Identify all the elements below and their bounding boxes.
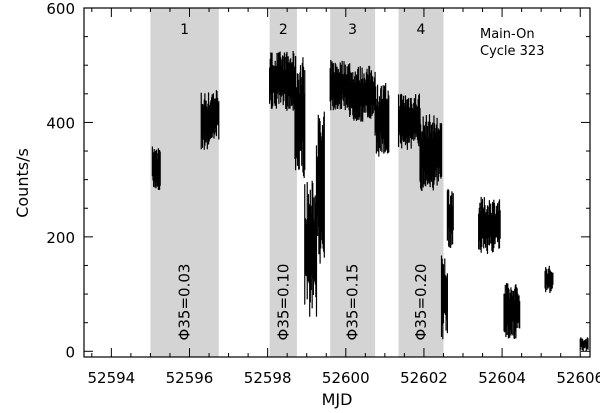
x-tick-label: 52596 [166, 369, 214, 387]
axes: 52594 52596 52598 52600 52602 52604 52606 0 200 4… [46, 0, 600, 387]
phase-label: Φ35=0.03 [176, 264, 194, 341]
y-tick-label: 600 [46, 0, 75, 18]
phase-label: Φ35=0.20 [412, 264, 430, 341]
phase-label: Φ35=0.10 [274, 264, 292, 341]
data-points [151, 51, 589, 352]
annotation-line-1: Main-On [480, 27, 535, 42]
shaded-intervals: 1 Φ35=0.03 2 Φ35=0.10 3 Φ35=0.15 4 Φ35=0.20 [150, 8, 444, 357]
shaded-interval [330, 8, 376, 357]
y-tick-label: 200 [46, 229, 75, 247]
x-tick-label: 52594 [87, 369, 135, 387]
y-axis-label: Counts/s [13, 148, 32, 218]
x-tick-label: 52600 [322, 369, 370, 387]
plot-frame [83, 7, 591, 358]
annotation-line-2: Cycle 323 [480, 44, 544, 59]
x-tick-label: 52602 [400, 369, 448, 387]
interval-number: 1 [180, 22, 189, 38]
y-tick-label: 0 [65, 343, 75, 361]
y-tick-label: 400 [46, 114, 75, 132]
x-axis-label: MJD [322, 390, 353, 409]
x-tick-label: 52604 [478, 369, 526, 387]
chart-labels: MJD Counts/s Main-On Cycle 323 [13, 27, 544, 409]
shaded-interval [150, 8, 219, 357]
interval-number: 4 [417, 22, 426, 38]
interval-number: 3 [348, 22, 357, 38]
phase-label: Φ35=0.15 [344, 264, 362, 341]
interval-number: 2 [279, 22, 288, 38]
x-tick-label: 52606 [556, 369, 600, 387]
x-tick-label: 52598 [244, 369, 292, 387]
